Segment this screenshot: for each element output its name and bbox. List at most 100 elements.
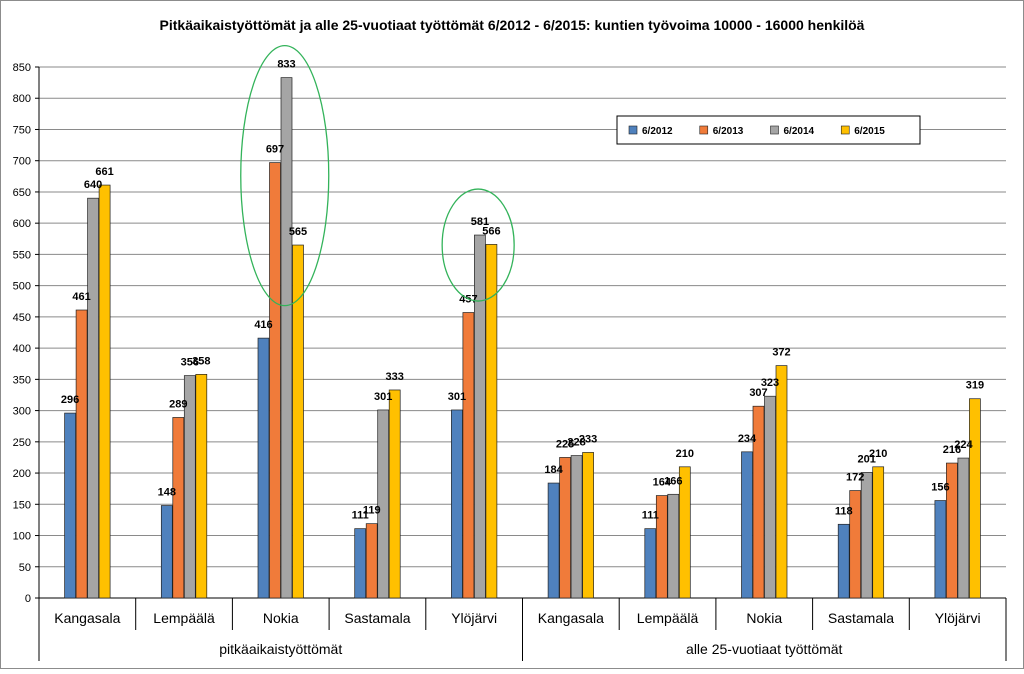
bar xyxy=(474,234,486,599)
y-tick-label: 800 xyxy=(13,93,31,105)
data-label: 356 xyxy=(181,357,199,369)
y-tick-label: 400 xyxy=(13,343,31,355)
bar xyxy=(752,405,765,599)
data-label: 697 xyxy=(266,144,284,156)
data-label: 566 xyxy=(482,225,500,237)
bar xyxy=(957,457,970,599)
data-label: 319 xyxy=(966,380,984,392)
highlight-ellipse xyxy=(441,188,515,302)
bar xyxy=(559,457,571,599)
y-tick-label: 300 xyxy=(13,406,31,418)
y-tick-label: 150 xyxy=(13,499,31,511)
data-label: 333 xyxy=(386,371,404,383)
bar xyxy=(292,244,304,599)
group-label: pitkäaikaistyöttömät xyxy=(219,641,342,657)
data-label: 296 xyxy=(61,394,79,406)
category-label: Sastamala xyxy=(828,610,894,626)
data-label: 111 xyxy=(642,510,659,522)
bar xyxy=(75,309,88,599)
category-label: Sastamala xyxy=(344,610,410,626)
legend-label: 6/2013 xyxy=(713,126,744,137)
bar xyxy=(280,77,293,599)
data-label: 461 xyxy=(72,291,90,303)
legend-swatch xyxy=(770,125,779,135)
bar xyxy=(934,500,947,599)
data-label: 234 xyxy=(738,433,757,445)
bar xyxy=(485,244,498,599)
data-label: 301 xyxy=(374,391,392,403)
y-tick-label: 350 xyxy=(13,374,31,386)
data-label: 166 xyxy=(664,475,682,487)
data-label: 172 xyxy=(846,472,864,484)
data-label: 581 xyxy=(471,216,489,228)
legend-swatch xyxy=(840,125,850,135)
category-label: Kangasala xyxy=(538,610,604,626)
data-label: 164 xyxy=(653,477,672,489)
data-label: 111 xyxy=(352,510,369,522)
bar xyxy=(98,184,111,599)
bar xyxy=(872,466,885,599)
category-label: Lempäälä xyxy=(153,610,215,626)
category-label: Ylöjärvi xyxy=(451,610,497,626)
category-label: Nokia xyxy=(746,610,782,626)
y-tick-label: 200 xyxy=(13,468,31,480)
y-tick-label: 100 xyxy=(13,531,31,543)
category-axis: Kangasala Lempäälä Nokia Sastamala Ylöjärvi K… xyxy=(38,598,1007,661)
bar xyxy=(969,398,981,599)
bar xyxy=(667,493,680,599)
data-label: 565 xyxy=(289,226,307,238)
bar xyxy=(377,409,390,599)
bar xyxy=(195,374,208,599)
data-label: 148 xyxy=(158,487,176,499)
data-label: 640 xyxy=(84,179,102,191)
bar xyxy=(388,389,401,599)
data-label: 210 xyxy=(676,448,694,460)
y-tick-label: 450 xyxy=(13,312,31,324)
y-tick-label: 0 xyxy=(25,593,31,605)
bar xyxy=(775,365,788,599)
category-label: Ylöjärvi xyxy=(935,610,981,626)
bar xyxy=(87,197,99,599)
bars xyxy=(64,77,981,599)
category-label: Lempäälä xyxy=(637,610,699,626)
annotations xyxy=(240,44,515,307)
data-label: 210 xyxy=(869,448,887,460)
data-labels: 296 148 416 111 301 184 111 234 118 156 461 289 697 1… xyxy=(61,59,984,522)
bar xyxy=(837,523,850,599)
bar xyxy=(582,452,594,599)
data-label: 358 xyxy=(192,355,210,367)
bar xyxy=(644,528,657,599)
legend: 6/2012 6/2013 6/2014 6/2015 xyxy=(616,115,921,145)
legend-label: 6/2012 xyxy=(642,126,673,137)
data-label: 307 xyxy=(749,387,767,399)
data-label: 833 xyxy=(277,59,295,71)
bar xyxy=(365,523,378,599)
data-label: 416 xyxy=(254,319,272,331)
legend-swatch xyxy=(699,125,709,135)
data-label: 225 xyxy=(556,438,574,450)
data-label: 228 xyxy=(567,437,585,449)
legend-label: 6/2015 xyxy=(854,126,885,137)
bar xyxy=(849,490,862,599)
bar xyxy=(678,466,691,599)
data-label: 184 xyxy=(544,464,563,476)
data-label: 119 xyxy=(363,505,381,517)
y-tick-label: 750 xyxy=(13,124,31,136)
bar xyxy=(860,472,873,599)
data-label: 301 xyxy=(448,391,466,403)
data-label: 233 xyxy=(579,433,597,445)
bar xyxy=(547,482,560,599)
bar xyxy=(655,495,668,599)
category-label: Kangasala xyxy=(54,610,120,626)
legend-box xyxy=(616,115,921,145)
data-label: 216 xyxy=(943,444,961,456)
bar xyxy=(269,162,281,599)
highlight-ellipse xyxy=(240,44,330,307)
data-label: 118 xyxy=(835,505,853,517)
legend-swatch xyxy=(628,125,638,135)
bar xyxy=(462,312,475,599)
data-label: 323 xyxy=(761,377,779,389)
bar xyxy=(257,337,270,599)
